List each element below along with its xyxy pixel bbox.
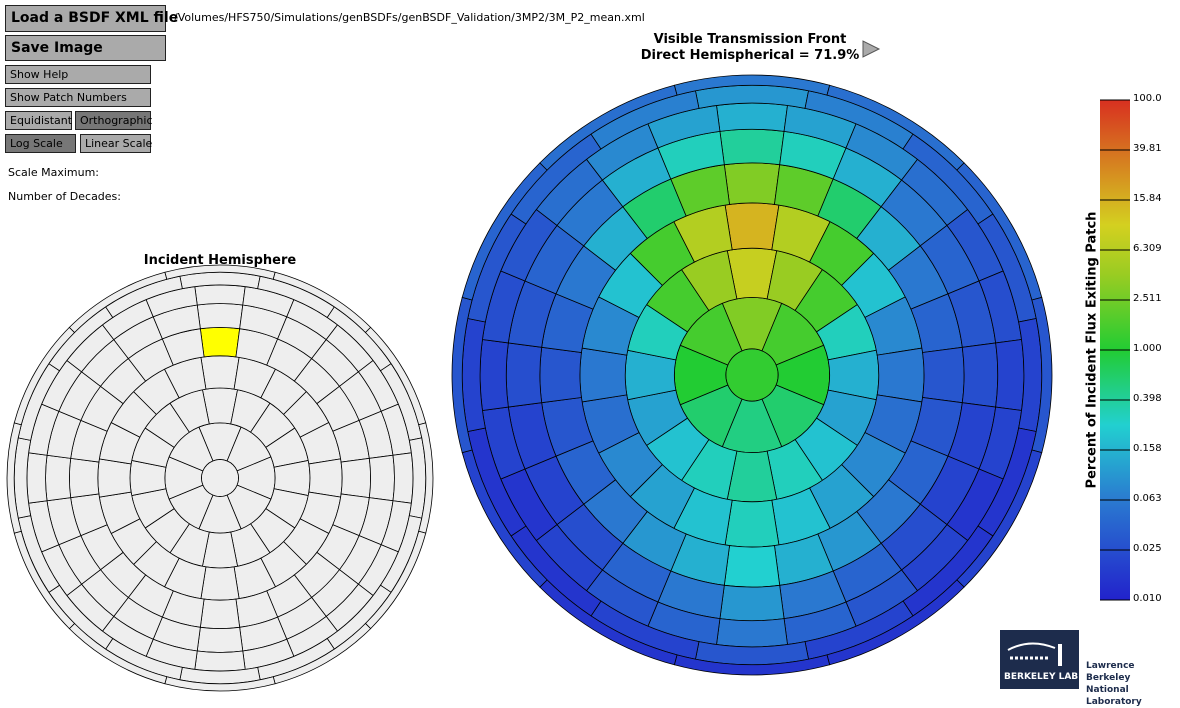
colorbar-tick-label: 39.81 [1133, 143, 1162, 154]
incident-patch[interactable] [196, 303, 244, 330]
transmission-patch [716, 618, 788, 648]
incident-patch[interactable] [200, 566, 240, 601]
file-path: /Volumes/HFS750/Simulations/genBSDFs/gen… [174, 11, 645, 24]
incident-patch[interactable] [199, 598, 241, 630]
log-scale-button[interactable]: Log Scale [5, 134, 76, 153]
transmission-patch [723, 162, 781, 205]
lbnl-line2: National Laboratory [1086, 685, 1142, 707]
colorbar-tick-label: 100.0 [1133, 93, 1162, 104]
incident-hemisphere-plot[interactable] [6, 264, 434, 692]
lab-building-icon [1007, 642, 1062, 666]
incident-patch[interactable] [68, 271, 168, 334]
transmission-patch [723, 545, 781, 588]
show-patch-numbers-button[interactable]: Show Patch Numbers [5, 88, 151, 107]
colorbar-tick-label: 0.158 [1133, 443, 1162, 454]
transmission-patch [724, 499, 780, 548]
incident-patch[interactable] [196, 626, 244, 653]
transmission-patch [539, 84, 678, 171]
transmission-patch [724, 202, 780, 251]
logo-text: BERKELEY LAB [1004, 672, 1079, 682]
incident-patch[interactable] [392, 452, 414, 504]
direct-hemispherical-value: Direct Hemispherical = 71.9% [640, 48, 860, 63]
next-play-icon[interactable] [862, 40, 881, 58]
colorbar-tick-label: 6.309 [1133, 243, 1162, 254]
colorbar-tick-label: 0.063 [1133, 493, 1162, 504]
incident-patch[interactable] [308, 458, 343, 498]
transmission-patch [579, 347, 628, 403]
incident-patch[interactable] [194, 650, 246, 672]
output-title: Visible Transmission Front [653, 32, 847, 47]
colorbar-tick-label: 0.010 [1133, 593, 1162, 604]
transmission-patch [922, 346, 965, 404]
incident-patch[interactable] [340, 457, 372, 499]
colorbar-tick-label: 1.000 [1133, 343, 1162, 354]
transmission-patch [719, 128, 785, 166]
lbnl-line1: Lawrence Berkeley [1086, 661, 1135, 683]
colorbar-label: Percent of Incident Flux Exiting Patch [1084, 211, 1100, 489]
transmission-patch [876, 347, 925, 403]
incident-hemisphere-title: Incident Hemisphere [143, 253, 297, 268]
transmission-patch [719, 584, 785, 622]
colorbar-tick-label: 0.398 [1133, 393, 1162, 404]
incident-patch[interactable] [199, 326, 241, 358]
load-bsdf-button[interactable]: Load a BSDF XML file [5, 5, 178, 32]
incident-patch[interactable] [200, 355, 240, 390]
incident-patch[interactable] [68, 457, 100, 499]
incident-patch[interactable] [368, 454, 395, 502]
transmission-patch [995, 339, 1025, 411]
colorbar-tick-label: 0.025 [1133, 543, 1162, 554]
lbnl-name: Lawrence Berkeley National Laboratory [1086, 660, 1180, 708]
incident-patch[interactable] [194, 284, 246, 306]
save-image-button[interactable]: Save Image [5, 35, 166, 61]
transmission-patch [961, 342, 999, 408]
colorbar-tick-label: 15.84 [1133, 193, 1162, 204]
equidistant-button[interactable]: Equidistant [5, 111, 72, 130]
orthographic-button[interactable]: Orthographic [75, 111, 153, 130]
transmission-hemisphere-plot [451, 74, 1053, 676]
scale-maximum-label: Scale Maximum: [8, 166, 99, 179]
incident-patch[interactable] [26, 452, 48, 504]
transmission-patch [539, 346, 582, 404]
transmission-patch [505, 342, 543, 408]
colorbar-tick-label: 2.511 [1133, 293, 1162, 304]
incident-patch[interactable] [97, 458, 132, 498]
linear-scale-button[interactable]: Linear Scale [80, 134, 152, 153]
transmission-patch [716, 102, 788, 132]
number-of-decades-label: Number of Decades: [8, 190, 121, 203]
berkeley-lab-logo: BERKELEY LAB [1000, 630, 1079, 689]
incident-patch[interactable] [45, 454, 72, 502]
show-help-button[interactable]: Show Help [5, 65, 151, 84]
transmission-patch [479, 339, 509, 411]
